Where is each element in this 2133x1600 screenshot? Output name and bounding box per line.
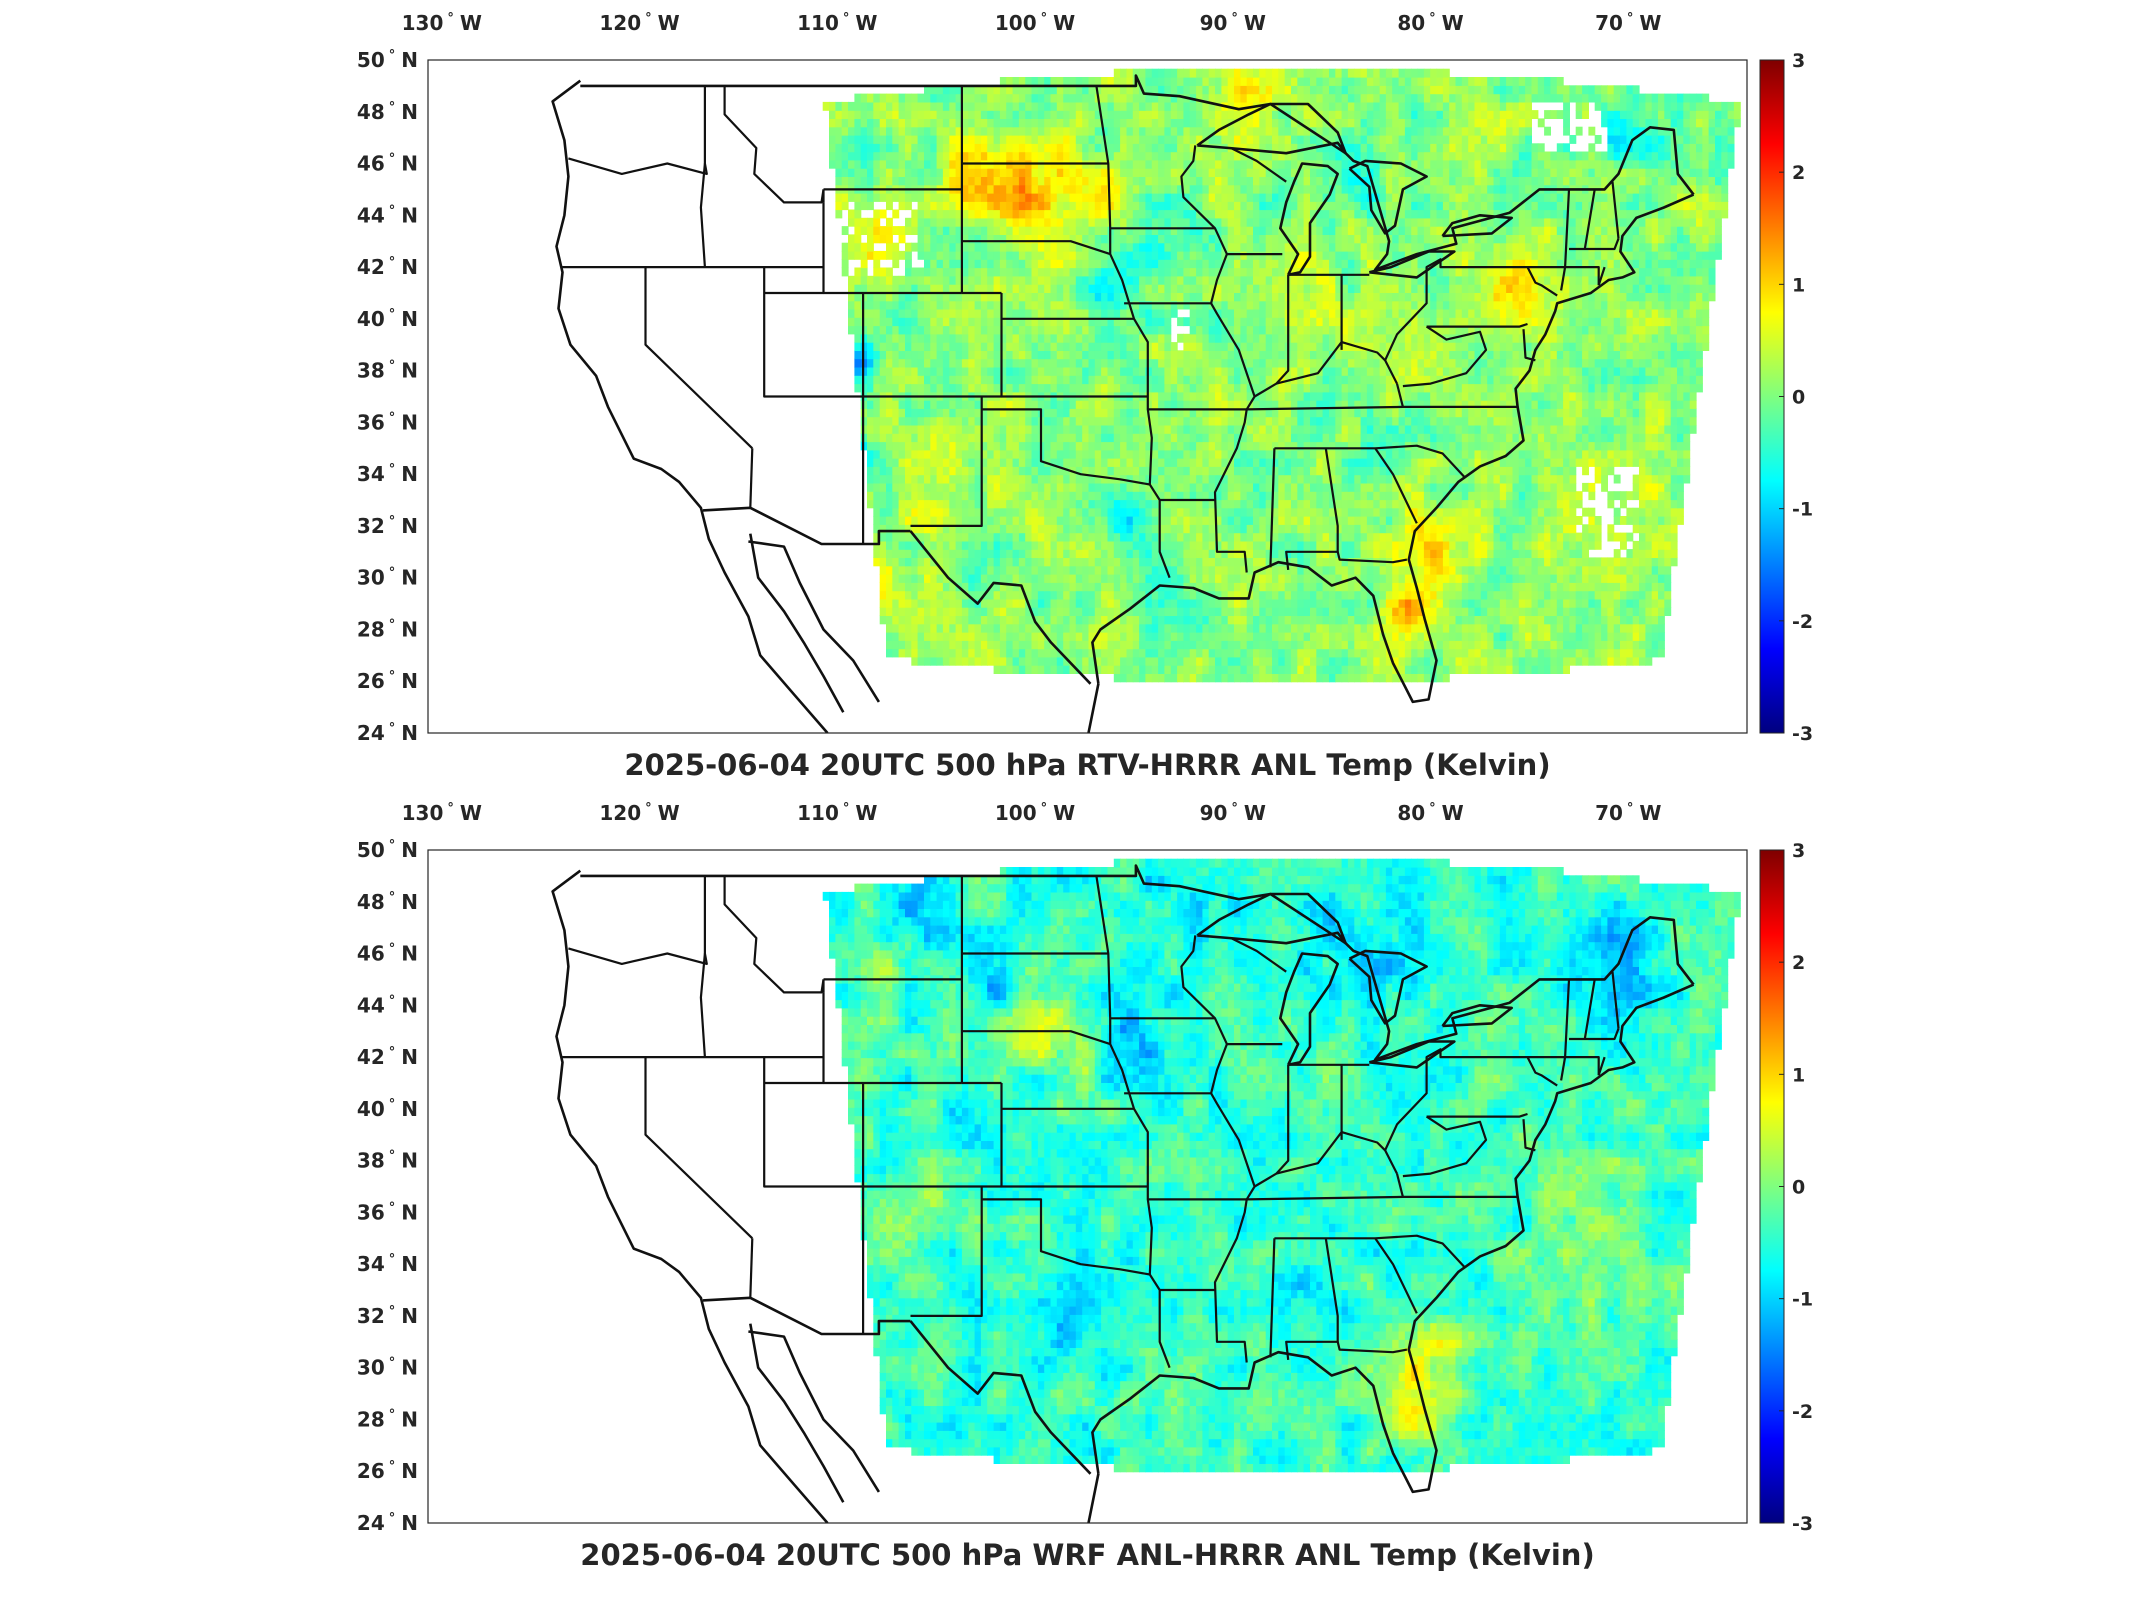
lat-tick-label: 40 ° N: [357, 1097, 418, 1121]
colorbar-tick-label: -2: [1792, 1401, 1813, 1423]
state-and-coast-lines: [551, 74, 1695, 733]
colorbar-tick-label: -3: [1792, 1513, 1813, 1535]
colorbar-tick-label: -1: [1792, 1289, 1813, 1311]
lat-tick-label: 34 ° N: [357, 462, 418, 486]
lon-tick-label: 70 ° W: [1595, 11, 1661, 35]
lon-tick-label: 110 ° W: [797, 11, 877, 35]
lon-tick-label: 130 ° W: [402, 801, 482, 825]
lat-tick-label: 26 ° N: [357, 1459, 418, 1483]
lat-tick-label: 34 ° N: [357, 1252, 418, 1276]
map-panel-wrf: 130 ° W 120 ° W 110 ° W 100 ° W 90 ° W 80 ° W 70 ° W 50 ° N 48 ° N…: [0, 790, 2133, 1580]
lat-tick-label: 30 ° N: [357, 1356, 418, 1380]
lat-tick-label: 42 ° N: [357, 255, 418, 279]
colorbar-tick-label: 1: [1792, 274, 1805, 296]
lon-tick-label: 70 ° W: [1595, 801, 1661, 825]
lat-tick-label: 48 ° N: [357, 890, 418, 914]
map-svg: 130 ° W 120 ° W 110 ° W 100 ° W 90 ° W 80 ° W 70 ° W 50 ° N 48 ° N…: [357, 801, 1813, 1572]
colorbar-tick-label: 3: [1792, 50, 1805, 72]
lon-tick-label: 100 ° W: [995, 11, 1075, 35]
lat-tick-label: 32 ° N: [357, 514, 418, 538]
colorbar-tick-label: 1: [1792, 1064, 1805, 1086]
lat-tick-label: 32 ° N: [357, 1304, 418, 1328]
map-frame: [427, 849, 1748, 1524]
lat-tick-label: 38 ° N: [357, 1149, 418, 1173]
colorbar-tick-label: -3: [1792, 723, 1813, 745]
panel-title: 2025-06-04 20UTC 500 hPa WRF ANL-HRRR AN…: [580, 1538, 1594, 1572]
lat-tick-label: 38 ° N: [357, 359, 418, 383]
lon-tick-label: 110 ° W: [797, 801, 877, 825]
colorbar-tick-label: 2: [1792, 162, 1805, 184]
lon-tick-label: 130 ° W: [402, 11, 482, 35]
lon-tick-label: 90 ° W: [1200, 801, 1266, 825]
lat-tick-label: 48 ° N: [357, 100, 418, 124]
map-frame: [427, 59, 1748, 734]
lat-tick-label: 42 ° N: [357, 1045, 418, 1069]
lat-tick-label: 26 ° N: [357, 669, 418, 693]
lat-tick-label: 36 ° N: [357, 1200, 418, 1224]
map-svg: 130 ° W 120 ° W 110 ° W 100 ° W 90 ° W 80 ° W 70 ° W 50 ° N 48 ° N…: [357, 11, 1813, 782]
panel-title: 2025-06-04 20UTC 500 hPa RTV-HRRR ANL Te…: [624, 748, 1550, 782]
lat-tick-label: 24 ° N: [357, 1511, 418, 1535]
lon-tick-label: 120 ° W: [599, 801, 679, 825]
lon-tick-label: 90 ° W: [1200, 11, 1266, 35]
colorbar-tick-label: 2: [1792, 952, 1805, 974]
lat-tick-label: 46 ° N: [357, 152, 418, 176]
lat-tick-label: 36 ° N: [357, 410, 418, 434]
lat-tick-label: 28 ° N: [357, 617, 418, 641]
colorbar-tick-label: -2: [1792, 611, 1813, 633]
temperature-difference-field: [822, 68, 1741, 683]
lon-tick-label: 80 ° W: [1397, 11, 1463, 35]
colorbar-tick-label: 0: [1792, 387, 1805, 409]
lat-tick-label: 50 ° N: [357, 48, 418, 72]
state-and-coast-lines: [551, 864, 1695, 1523]
temperature-difference-field: [822, 858, 1741, 1473]
lat-tick-label: 30 ° N: [357, 566, 418, 590]
lat-tick-label: 28 ° N: [357, 1407, 418, 1431]
lon-tick-label: 120 ° W: [599, 11, 679, 35]
lat-tick-label: 50 ° N: [357, 838, 418, 862]
lat-tick-label: 46 ° N: [357, 942, 418, 966]
lat-tick-label: 44 ° N: [357, 203, 418, 227]
map-panel-rtv: 130 ° W 120 ° W 110 ° W 100 ° W 90 ° W 80 ° W 70 ° W 50 ° N 48 ° N…: [0, 0, 2133, 790]
lon-tick-label: 100 ° W: [995, 801, 1075, 825]
lat-tick-label: 40 ° N: [357, 307, 418, 331]
lon-tick-label: 80 ° W: [1397, 801, 1463, 825]
colorbar-tick-label: 0: [1792, 1177, 1805, 1199]
colorbar-tick-label: -1: [1792, 499, 1813, 521]
lat-tick-label: 44 ° N: [357, 993, 418, 1017]
colorbar-tick-label: 3: [1792, 840, 1805, 862]
lat-tick-label: 24 ° N: [357, 721, 418, 745]
